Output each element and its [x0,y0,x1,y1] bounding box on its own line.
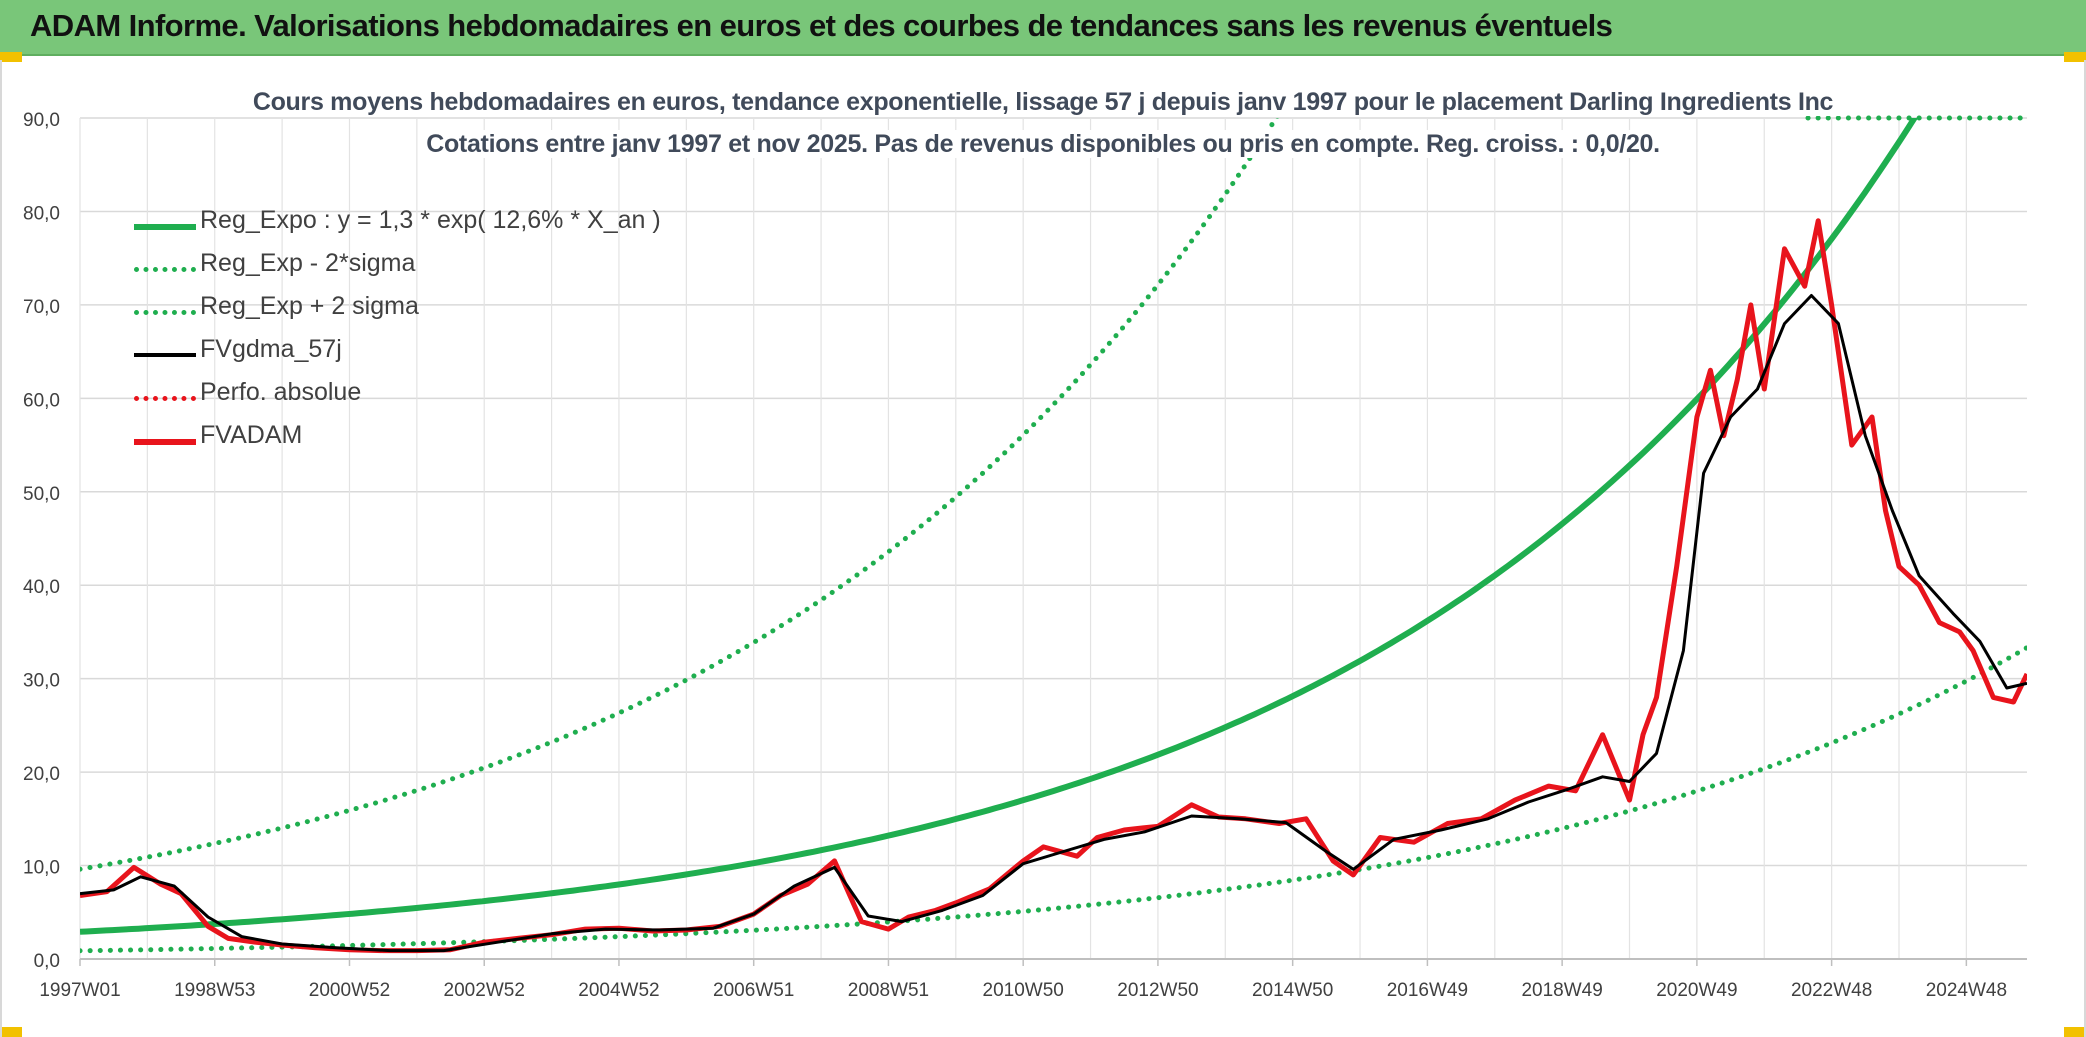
x-tick-label: 2006W51 [713,980,794,1001]
legend-label: Reg_Exp - 2*sigma [200,249,416,277]
y-tick-label: 10,0 [23,858,60,879]
corner-marker-bottom-left [0,1027,22,1037]
y-tick-label: 30,0 [23,671,60,692]
x-tick-label: 2008W51 [848,980,929,1001]
x-tick-label: 2004W52 [578,980,659,1001]
corner-marker-bottom-right [2064,1027,2086,1037]
chart-title: Cours moyens hebdomadaires en euros, ten… [0,88,2086,117]
corner-marker-top-right [2064,52,2086,62]
legend-label: FVgdma_57j [200,335,342,363]
chart-subtitle: Cotations entre janv 1997 et nov 2025. P… [0,130,2086,159]
legend-label: FVADAM [200,421,303,449]
x-tick-label: 2016W49 [1387,980,1468,1001]
x-tick-label: 2014W50 [1252,980,1333,1001]
series-fvgdma-57j [80,294,2027,953]
y-tick-label: 70,0 [23,297,60,318]
x-tick-label: 2022W48 [1791,980,1872,1001]
series-reg-exp-minus-2sigma [80,645,2027,954]
legend-label: Reg_Expo : y = 1,3 * exp( 12,6% * X_an ) [200,206,661,234]
y-tick-label: 50,0 [23,484,60,505]
x-tick-label: 2018W49 [1521,980,1602,1001]
legend-swatch [134,310,196,315]
x-tick-label: 1998W53 [174,980,255,1001]
series-reg-exp-plus-2sigma [80,118,1280,872]
x-tick-label: 2024W48 [1926,980,2007,1001]
x-tick-label: 2012W50 [1117,980,1198,1001]
y-tick-label: 60,0 [23,390,60,411]
y-tick-label: 90,0 [23,110,60,131]
report-title: ADAM Informe. Valorisations hebdomadaire… [30,8,1613,43]
legend-swatch [134,224,196,230]
y-tick-label: 40,0 [23,577,60,598]
legend-label: Reg_Exp + 2 sigma [200,292,419,320]
chart-frame [0,60,2086,1037]
plot-series-group [80,118,2027,954]
legend-swatch [134,439,196,445]
x-tick-label: 1997W01 [39,980,120,1001]
y-tick-label: 80,0 [23,203,60,224]
legend-swatch [134,396,196,401]
report-header: ADAM Informe. Valorisations hebdomadaire… [0,0,2086,56]
legend-swatch [134,353,196,357]
x-tick-label: 2000W52 [309,980,390,1001]
x-tick-label: 2010W50 [983,980,1064,1001]
y-tick-label: 0,0 [34,951,60,972]
x-tick-label: 2020W49 [1656,980,1737,1001]
legend-swatch [134,267,196,272]
x-tick-label: 2002W52 [444,980,525,1001]
legend-label: Perfo. absolue [200,378,362,406]
corner-marker-top-left [0,52,22,62]
y-tick-label: 20,0 [23,764,60,785]
